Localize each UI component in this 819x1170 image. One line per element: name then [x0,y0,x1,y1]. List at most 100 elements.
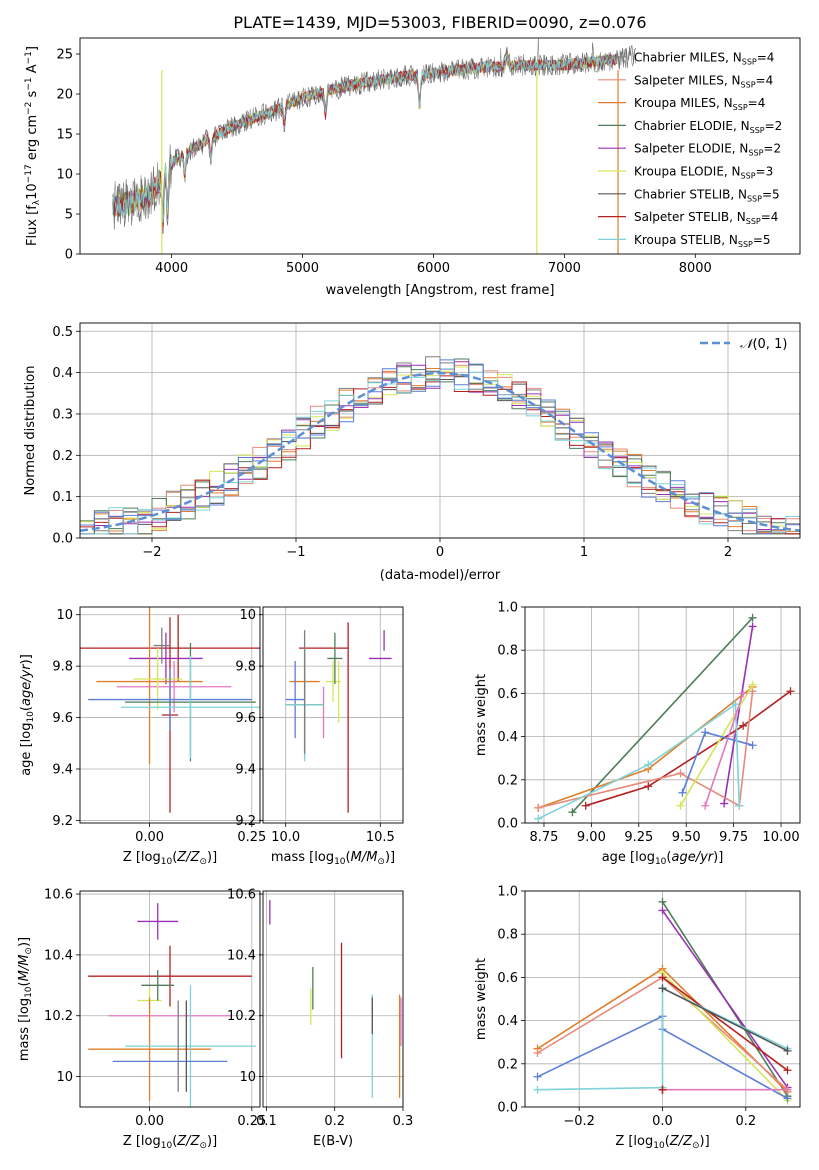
y-axis-label: mass [log10(M/M⊙)] [17,937,34,1061]
y-tick-label: 0.6 [497,687,518,702]
y-tick-label: 9.2 [52,814,73,829]
plus-marker [748,680,757,689]
error-bar-point [141,970,175,1001]
y-tick-label: 0.4 [497,730,518,745]
y-tick-label: 0.0 [497,817,518,832]
plus-marker [676,769,685,778]
x-tick-label: −2 [142,545,161,560]
plus-marker [748,741,757,750]
axes-frame [524,606,801,824]
mass_weight_vs_Z-panel: −0.2 0.0 0.2 0.0 0.2 0.4 0.6 0.8 1.0 Z [log10(Z/Z… [474,885,801,1151]
plus-marker [783,1046,792,1055]
mass-weight-line [537,702,741,820]
plus-marker [534,814,543,823]
x-tick-label: 10.5 [366,830,395,845]
y-tick-label: 0.0 [497,1101,518,1116]
y-tick-label: 10 [56,1070,73,1085]
axes-frame [79,890,261,1108]
error-bar-point [120,655,260,759]
y-axis-label: mass weight [474,674,489,756]
y-tick-label: 0.4 [497,1014,518,1029]
x-tick-label: 0 [436,545,444,560]
plus-marker [568,808,577,817]
plus-marker [739,721,748,730]
error-bar-point [153,627,170,664]
mass_vs_ebv-panel: 0.1 0.2 0.3 10 10.2 10.4 10.6 E(B-V) [227,888,413,1149]
axes-frame [524,890,801,1108]
y-tick-label: 9.2 [235,814,256,829]
x-tick-label: 0.25 [237,1114,266,1129]
x-tick-label: 9.00 [577,830,606,845]
plus-marker [658,973,667,982]
x-tick-label: 6000 [417,261,450,276]
y-tick-label: 10.6 [227,888,256,903]
x-tick-label: 0.00 [135,830,164,845]
y-tick-label: 9.8 [52,660,73,675]
plus-marker [701,801,710,810]
plus-marker [658,984,667,993]
mass-weight-line [662,976,788,1071]
plus-marker [731,700,740,709]
mass-weight-line [537,986,788,1091]
axes-frame [79,322,801,539]
y-tick-label: 10 [56,168,73,183]
plus-marker [739,689,748,698]
y-tick-label: 20 [56,88,73,103]
x-tick-label: 0.3 [393,1114,414,1129]
legend-label: Salpeter MILES, NSSP=4 [634,73,773,89]
y-axis-label: age [log10(age/yr)] [19,654,36,776]
y-tick-label: 0.8 [497,928,518,943]
x-axis-label: (data-model)/error [380,568,501,583]
axes-frame [79,606,261,824]
x-axis-label: wavelength [Angstrom, rest frame] [326,283,555,298]
plus-marker [783,1085,792,1094]
plus-marker [783,1094,792,1103]
plus-marker [678,788,687,797]
y-tick-label: 10 [56,608,73,623]
plus-marker [533,1049,542,1057]
x-tick-label: 0.2 [735,1114,756,1129]
y-tick-label: 0.6 [497,971,518,986]
y-tick-label: 10 [239,608,256,623]
plus-marker [534,803,543,812]
x-tick-label: 2 [724,545,732,560]
y-tick-label: 1.0 [497,885,518,900]
y-tick-label: 10.6 [44,888,73,903]
error-bar-point [327,632,343,685]
plus-marker [533,1085,542,1094]
plus-marker [783,1066,792,1075]
x-tick-label: 4000 [155,261,188,276]
error-bar-point [116,661,232,713]
normal-curve [79,371,801,533]
x-tick-label: 0.25 [237,830,266,845]
y-tick-label: 0.3 [52,407,73,422]
y-tick-label: 0.2 [52,449,73,464]
legend-label: Salpeter ELODIE, NSSP=2 [634,142,781,158]
x-tick-label: 0.00 [135,1114,164,1129]
plus-marker [748,613,757,622]
x-axis-label: age [log10(age/yr)] [602,850,724,867]
mass-weight-line [571,617,754,813]
plus-marker [533,1072,542,1081]
y-tick-label: 0.2 [497,773,518,788]
x-axis-label: Z [log10(Z/Z⊙)] [123,1134,217,1151]
mass-weight-line [704,693,744,806]
y-axis-label: Normed distribution [23,366,38,496]
y-tick-label: 9.6 [52,711,73,726]
y-tick-label: 0.1 [52,490,73,505]
plus-marker [581,801,590,810]
mass-weight-line [661,909,789,1089]
y-tick-label: 9.8 [235,660,256,675]
x-axis-label: Z [log10(Z/Z⊙)] [123,850,217,867]
error-bar-point [88,945,252,1007]
x-tick-label: 9.75 [719,830,748,845]
y-tick-label: 0 [65,248,73,263]
x-tick-label: 10.00 [762,830,799,845]
x-tick-label: 10.0 [271,830,300,845]
x-tick-label: 0.2 [324,1114,345,1129]
x-axis-label: mass [log10(M/M⊙)] [271,850,395,867]
x-axis-label: Z [log10(Z/Z⊙)] [615,1134,709,1151]
y-tick-label: 9.4 [52,763,73,778]
y-tick-label: 0.0 [52,532,73,547]
